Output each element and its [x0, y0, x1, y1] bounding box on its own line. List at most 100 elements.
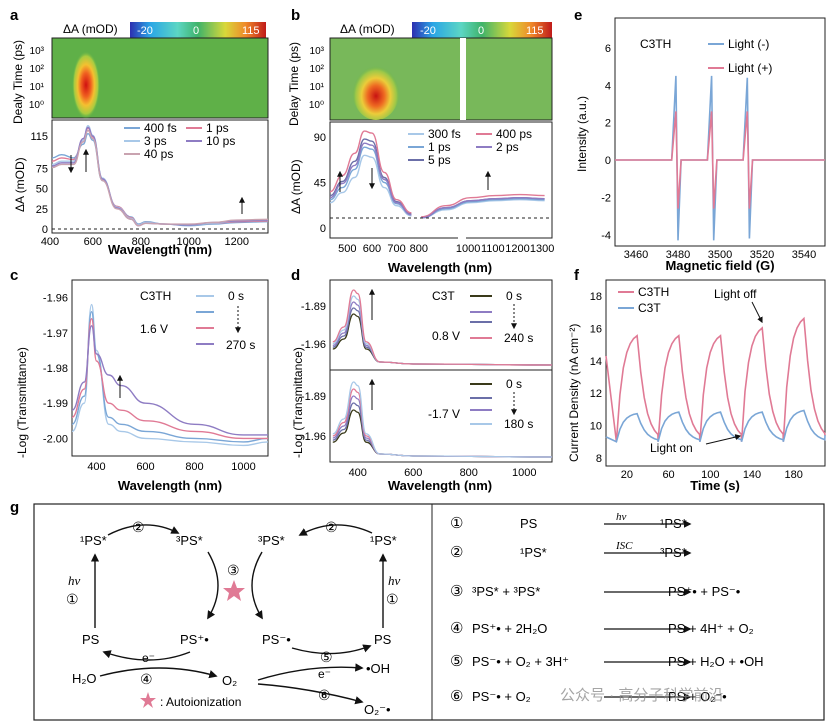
panel-a: a ΔA (mOD) -20 0 115 10³ 10² 10¹ 10⁰ Dea… [10, 7, 269, 257]
colorbar-high-b: 115 [526, 25, 544, 37]
series-line [329, 142, 412, 216]
colorbar-b [412, 22, 552, 38]
x-tick-label: 20 [621, 469, 633, 481]
x-tick-label: 600 [136, 461, 154, 473]
legend-label: 2 ps [496, 140, 519, 154]
x-tick-label: 800 [410, 243, 428, 255]
colorbar-low-a: -20 [137, 25, 153, 37]
panel-f: f 20 60 100 140 180 8 10 12 14 16 18 C3TH C3T Light … [567, 267, 826, 493]
heatmap-tick: 10⁰ [29, 100, 44, 111]
reaction-number: ② [450, 544, 463, 561]
heatmap-tick: 10³ [310, 46, 325, 57]
left-hv: hν [68, 573, 81, 588]
left-step4: ④ [140, 671, 153, 687]
y-tick-label: -2 [601, 192, 611, 204]
reaction-number: ⑥ [450, 688, 463, 705]
left-ps1: ¹PS* [80, 533, 107, 548]
y-tick-label: -1.96 [301, 339, 326, 351]
y-tick-label: -1.98 [43, 363, 68, 375]
arrow-icon [751, 301, 763, 324]
plot-box-e [614, 17, 826, 247]
x-tick-label: 800 [132, 236, 150, 248]
x-tick-label: 60 [662, 469, 674, 481]
arrow-ps-regen [291, 644, 372, 655]
x-tick-label: 1200 [505, 243, 529, 255]
y-tick-label: -1.96 [301, 431, 326, 443]
axis-label-intensity: Intensity (a.u.) [575, 96, 589, 172]
y-tick-label: 8 [596, 453, 602, 465]
left-ps3: ³PS* [176, 533, 203, 548]
series-line [329, 154, 412, 217]
y-tick-label: 75 [36, 163, 48, 175]
colorbar-a [130, 22, 266, 38]
series-line [605, 409, 826, 443]
x-tick-label: 3520 [750, 249, 774, 261]
reaction-condition: ISC [615, 540, 633, 552]
right-hv: hν [388, 573, 401, 588]
y-tick-label: 10 [590, 421, 602, 433]
x-tick-label: 1000 [231, 461, 255, 473]
panel-label-a: a [10, 7, 19, 24]
series-line [615, 75, 825, 241]
legend-a: 400 fs 1 ps 3 ps 10 ps 40 ps [124, 121, 235, 161]
scheme-box [33, 503, 825, 721]
legend-label: 0 s [506, 377, 522, 391]
x-tick-label: 140 [743, 469, 761, 481]
y-tick-label: -2.00 [43, 433, 68, 445]
arrow-e-left [102, 650, 191, 661]
y-tick-label: 115 [30, 131, 48, 143]
colorbar-mid-b: 0 [478, 25, 484, 37]
left-step2: ② [132, 519, 145, 535]
legend-label: 240 s [504, 331, 533, 345]
heatmap-tick: 10¹ [30, 82, 45, 93]
panel-label-g: g [10, 499, 19, 516]
reaction-products: PS + O₂⁻• [668, 689, 727, 704]
axis-break-b [460, 38, 466, 120]
plot-box-a [51, 119, 269, 234]
plot-box-b [329, 121, 553, 239]
plot-box-c [71, 279, 269, 457]
plot-box-f [605, 279, 826, 467]
x-tick-label: 600 [84, 236, 102, 248]
arrow-isc-left [107, 524, 180, 536]
arrow-icon [705, 434, 742, 445]
x-tick-label: 1000 [512, 467, 536, 479]
panel-label-b: b [291, 7, 300, 24]
arrow-superoxide [257, 683, 364, 705]
y-tick-label: -1.89 [301, 391, 326, 403]
y-tick-label: 12 [590, 388, 602, 400]
series-line [605, 316, 826, 442]
legend-label: 40 ps [144, 147, 173, 161]
left-electron: e⁻ [142, 651, 155, 665]
axis-label-magnetic: Magnetic field (G) [665, 258, 774, 273]
heatmap-hotspot-b [352, 60, 400, 120]
center-step3: ③ [227, 562, 240, 578]
heatmap-tick: 10² [30, 64, 45, 75]
heatmap-tick: 10¹ [310, 82, 325, 93]
arrow-isc-right [298, 524, 373, 536]
arrow-water-oxidation [99, 667, 218, 679]
left-water: H₂O [72, 671, 97, 686]
voltage-c: 1.6 V [140, 322, 168, 336]
x-tick-label: 500 [338, 243, 356, 255]
panel-b: b ΔA (mOD) -20 0 115 10³ 10² 10¹ 10⁰ Del… [287, 7, 554, 275]
panel-d: d -1.89 -1.96 -1.89 -1.96 400 600 800 1000 0 s 24… [291, 267, 553, 493]
legend-label: C3T [638, 301, 661, 315]
legend-label: C3TH [638, 285, 669, 299]
x-tick-label: 700 [387, 243, 405, 255]
legend-b: 300 fs 400 ps 1 ps 2 ps 5 ps [408, 127, 532, 167]
y-tick-label: 2 [605, 118, 611, 130]
legend-label: Light (-) [728, 37, 769, 51]
series-line [51, 129, 269, 227]
star-icon [223, 580, 245, 601]
series-line [329, 146, 412, 216]
axis-label-wavelength-b: Wavelength (nm) [388, 260, 492, 275]
x-tick-label: 3540 [792, 249, 816, 261]
voltage-d-top: 0.8 V [432, 329, 460, 343]
series-line [329, 138, 412, 215]
legend-e: Light (-) Light (+) [708, 37, 772, 75]
x-tick-label: 1000 [456, 243, 480, 255]
reaction-reactants: ¹PS* [520, 545, 547, 560]
